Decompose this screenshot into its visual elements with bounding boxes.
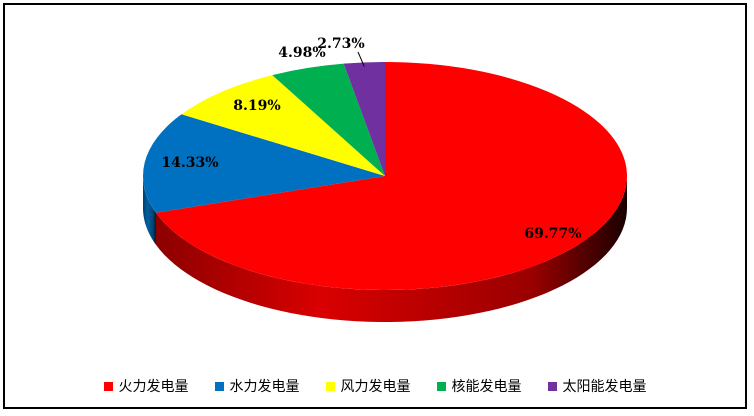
legend-item-4: 核能发电量 xyxy=(436,376,522,396)
legend-swatch xyxy=(436,381,446,391)
legend-label: 风力发电量 xyxy=(340,379,411,395)
data-label-5: 2.73% xyxy=(317,36,364,52)
data-label-3: 8.19% xyxy=(233,98,280,114)
pie-chart: 69.77% 14.33% 8.19% 4.98%2.73% xyxy=(142,36,628,322)
legend-item-1: 火力发电量 xyxy=(103,376,189,396)
legend-label: 火力发电量 xyxy=(118,379,189,395)
data-label-2: 14.33% xyxy=(161,155,218,171)
data-label-1: 69.77% xyxy=(524,226,581,242)
pie-slice-2 xyxy=(142,114,385,213)
legend: 火力发电量 水力发电量 风力发电量 核能发电量 太阳能发电量 xyxy=(5,373,745,399)
legend-label: 核能发电量 xyxy=(451,379,522,395)
pie-side-2 xyxy=(143,176,156,245)
legend-item-5: 太阳能发电量 xyxy=(547,376,647,396)
pie-side-1 xyxy=(155,176,627,322)
pie-slice-3 xyxy=(181,75,385,176)
legend-label: 水力发电量 xyxy=(229,379,300,395)
legend-item-2: 水力发电量 xyxy=(214,376,300,396)
leader-line-solar xyxy=(357,51,365,67)
data-label-4: 4.98% xyxy=(278,45,325,61)
chart-frame: 69.77% 14.33% 8.19% 4.98% 2.73% 火力发电量 水力发电量 风力… xyxy=(3,3,747,409)
pie-slice-1 xyxy=(155,62,628,290)
legend-swatch xyxy=(214,381,224,391)
legend-swatch xyxy=(325,381,335,391)
legend-label: 太阳能发电量 xyxy=(562,379,647,395)
legend-item-3: 风力发电量 xyxy=(325,376,411,396)
legend-swatch xyxy=(547,381,557,391)
legend-swatch xyxy=(103,381,113,391)
pie-slice-5 xyxy=(343,61,385,176)
pie-slice-4 xyxy=(272,63,385,176)
